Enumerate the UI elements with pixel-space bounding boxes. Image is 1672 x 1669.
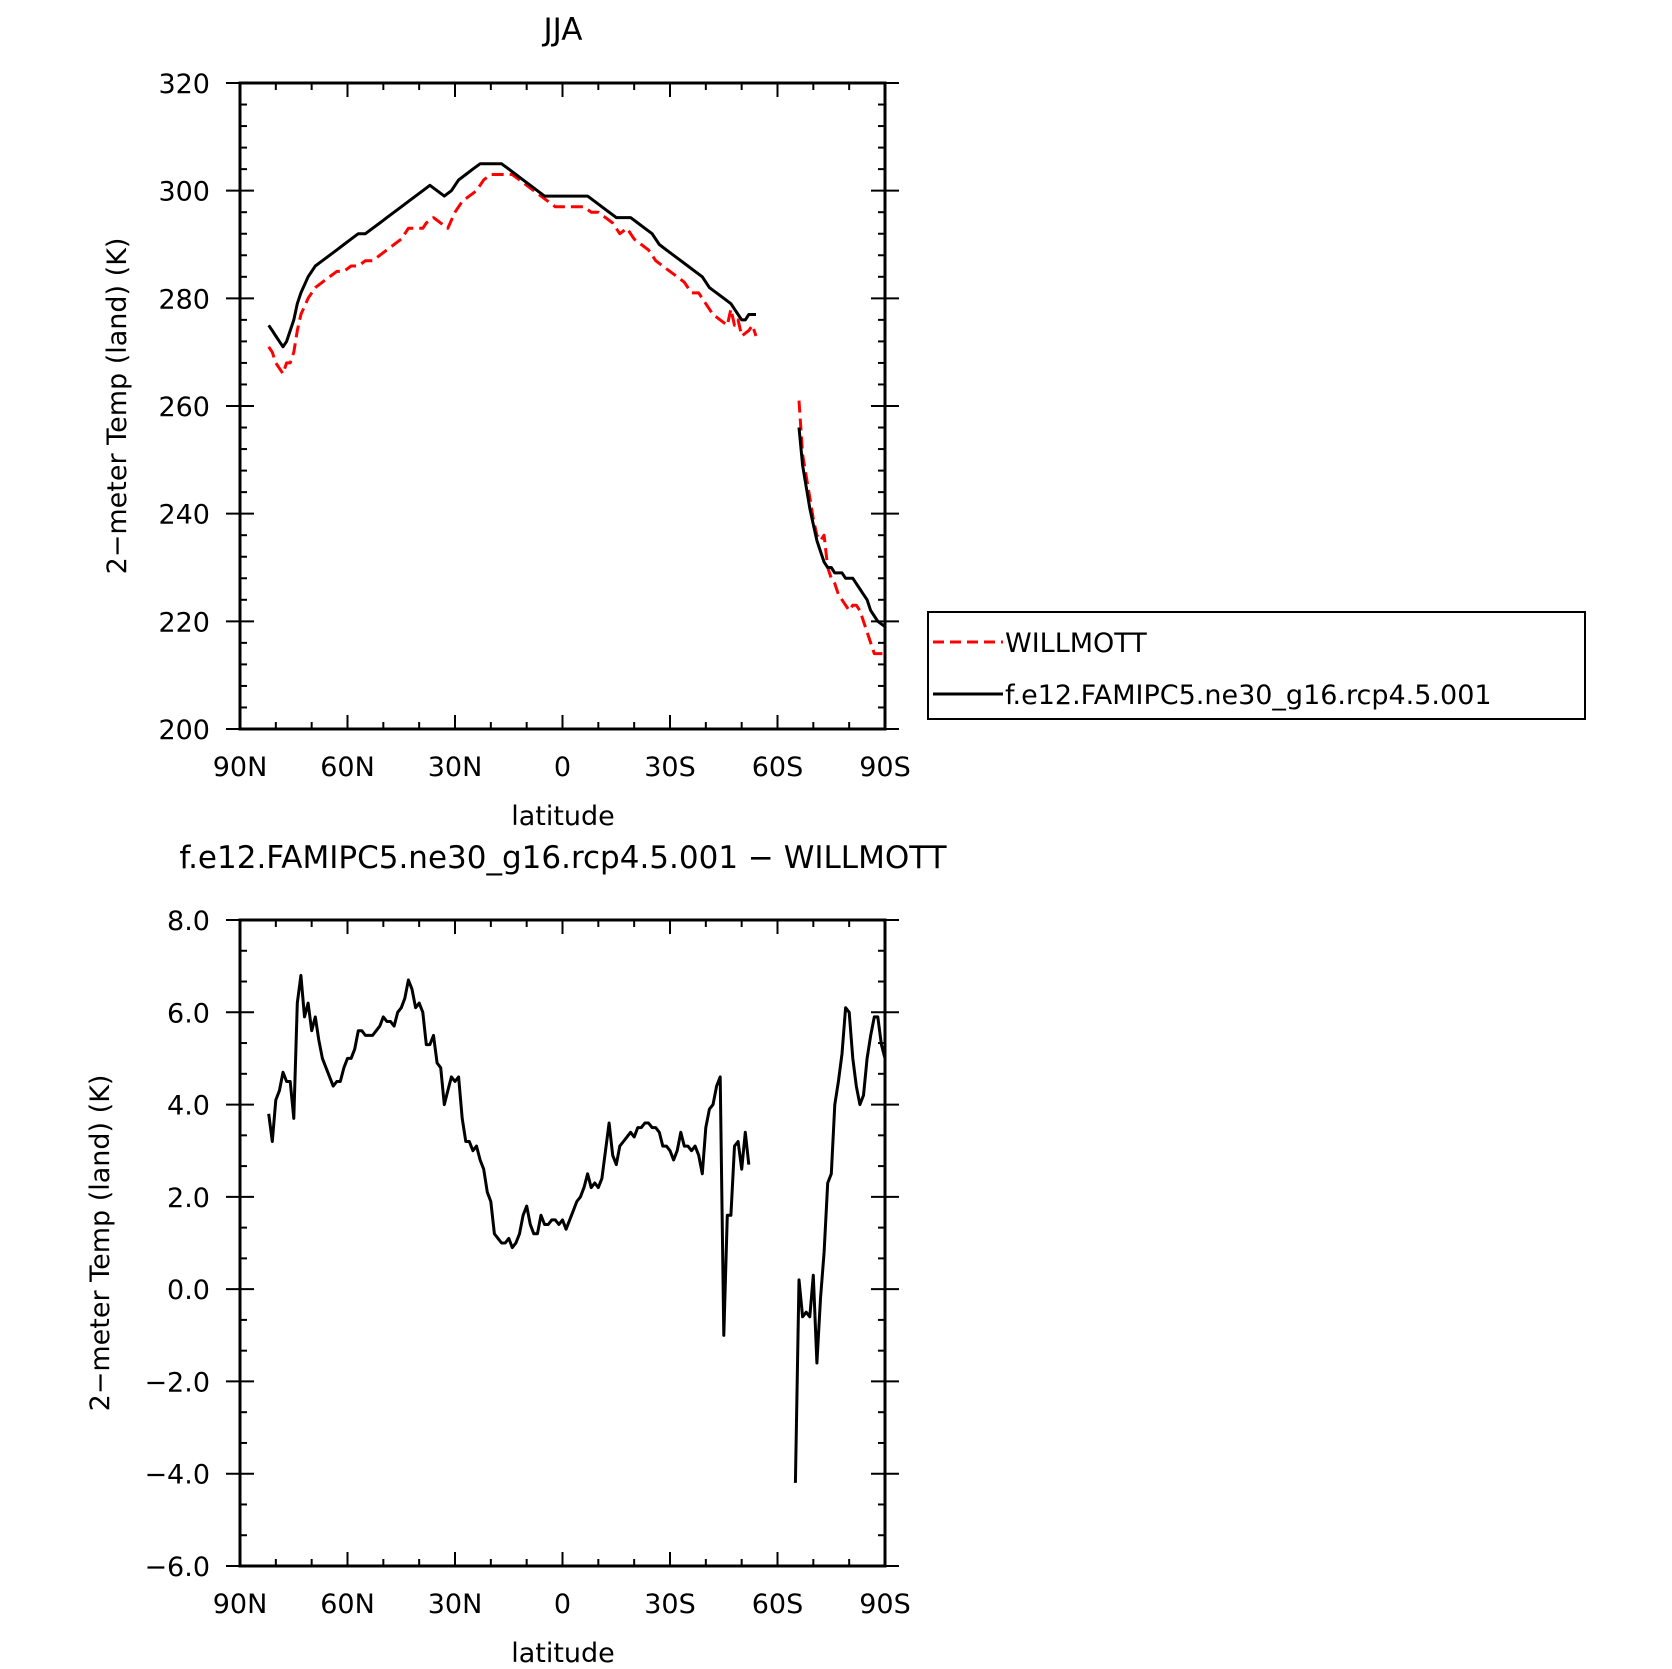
x-tick-label: 90S — [859, 1589, 911, 1620]
axis-ticks: 90N 60N 30N 0 30S 60S 90S 200 220 240 260 280 300 320 — [158, 69, 910, 783]
y-tick-label: 280 — [158, 284, 210, 315]
x-axis-label: latitude — [511, 1638, 615, 1669]
x-tick-label: 30S — [644, 1589, 696, 1620]
y-tick-label: 240 — [158, 500, 210, 531]
legend-entry-model: f.e12.FAMIPC5.ne30_g16.rcp4.5.001 — [1005, 680, 1492, 711]
series-line-1-segment-1 — [267, 173, 758, 376]
y-tick-label: 6.0 — [167, 998, 210, 1029]
y-tick-label: 220 — [158, 607, 210, 638]
y-tick-label: −4.0 — [144, 1460, 210, 1491]
x-tick-label: 30N — [428, 752, 483, 783]
y-tick-label: 8.0 — [167, 906, 210, 937]
y-tick-label: 200 — [158, 715, 210, 746]
x-tick-label: 0 — [554, 752, 571, 783]
y-axis-label: 2−meter Temp (land) (K) — [85, 1075, 116, 1412]
legend-box — [927, 611, 1586, 720]
y-tick-label: 4.0 — [167, 1091, 210, 1122]
x-tick-label: 30S — [644, 752, 696, 783]
x-tick-label: 90N — [213, 752, 268, 783]
x-tick-label: 0 — [554, 1589, 571, 1620]
x-tick-label: 60S — [752, 752, 804, 783]
series-line-1-segment-1 — [267, 973, 751, 1337]
x-axis-label: latitude — [511, 801, 615, 832]
series-line-2-segment-1 — [267, 162, 756, 349]
axis-ticks: 90N 60N 30N 0 30S 60S 90S −6.0 −4.0 −2.0 0.0 2.0 4.0… — [144, 906, 910, 1620]
difference-chart: f.e12.FAMIPC5.ne30_g16.rcp4.5.001 − WILL… — [85, 840, 948, 1669]
chart-title: JJA — [542, 12, 583, 48]
x-tick-label: 60N — [320, 1589, 375, 1620]
plot-marks — [267, 162, 886, 656]
y-tick-label: 320 — [158, 69, 210, 100]
chart-title: f.e12.FAMIPC5.ne30_g16.rcp4.5.001 − WILL… — [179, 840, 947, 876]
y-tick-label: 300 — [158, 177, 210, 208]
y-axis-label: 2−meter Temp (land) (K) — [102, 238, 133, 575]
x-tick-label: 30N — [428, 1589, 483, 1620]
legend-entry-willmott: WILLMOTT — [1005, 628, 1147, 659]
y-tick-label: 2.0 — [167, 1183, 210, 1214]
y-tick-label: −2.0 — [144, 1367, 210, 1398]
series-line-2-segment-2 — [797, 427, 886, 628]
x-tick-label: 90S — [859, 752, 911, 783]
x-tick-label: 90N — [213, 1589, 268, 1620]
temperature-chart: JJA 90N 60N 30N 0 30S 60S 90S 200 220 240 260 280 30… — [102, 12, 1586, 832]
plot-marks — [267, 973, 887, 1483]
plot-frame — [238, 918, 887, 1568]
plot-frame — [238, 81, 887, 731]
x-tick-label: 60N — [320, 752, 375, 783]
y-tick-label: 260 — [158, 392, 210, 423]
series-line-1-segment-2 — [797, 400, 885, 656]
y-tick-label: 0.0 — [167, 1275, 210, 1306]
legend: WILLMOTT f.e12.FAMIPC5.ne30_g16.rcp4.5.0… — [927, 611, 1586, 720]
y-tick-label: −6.0 — [144, 1552, 210, 1583]
x-tick-label: 60S — [752, 1589, 804, 1620]
series-line-1-segment-2 — [793, 1006, 887, 1483]
